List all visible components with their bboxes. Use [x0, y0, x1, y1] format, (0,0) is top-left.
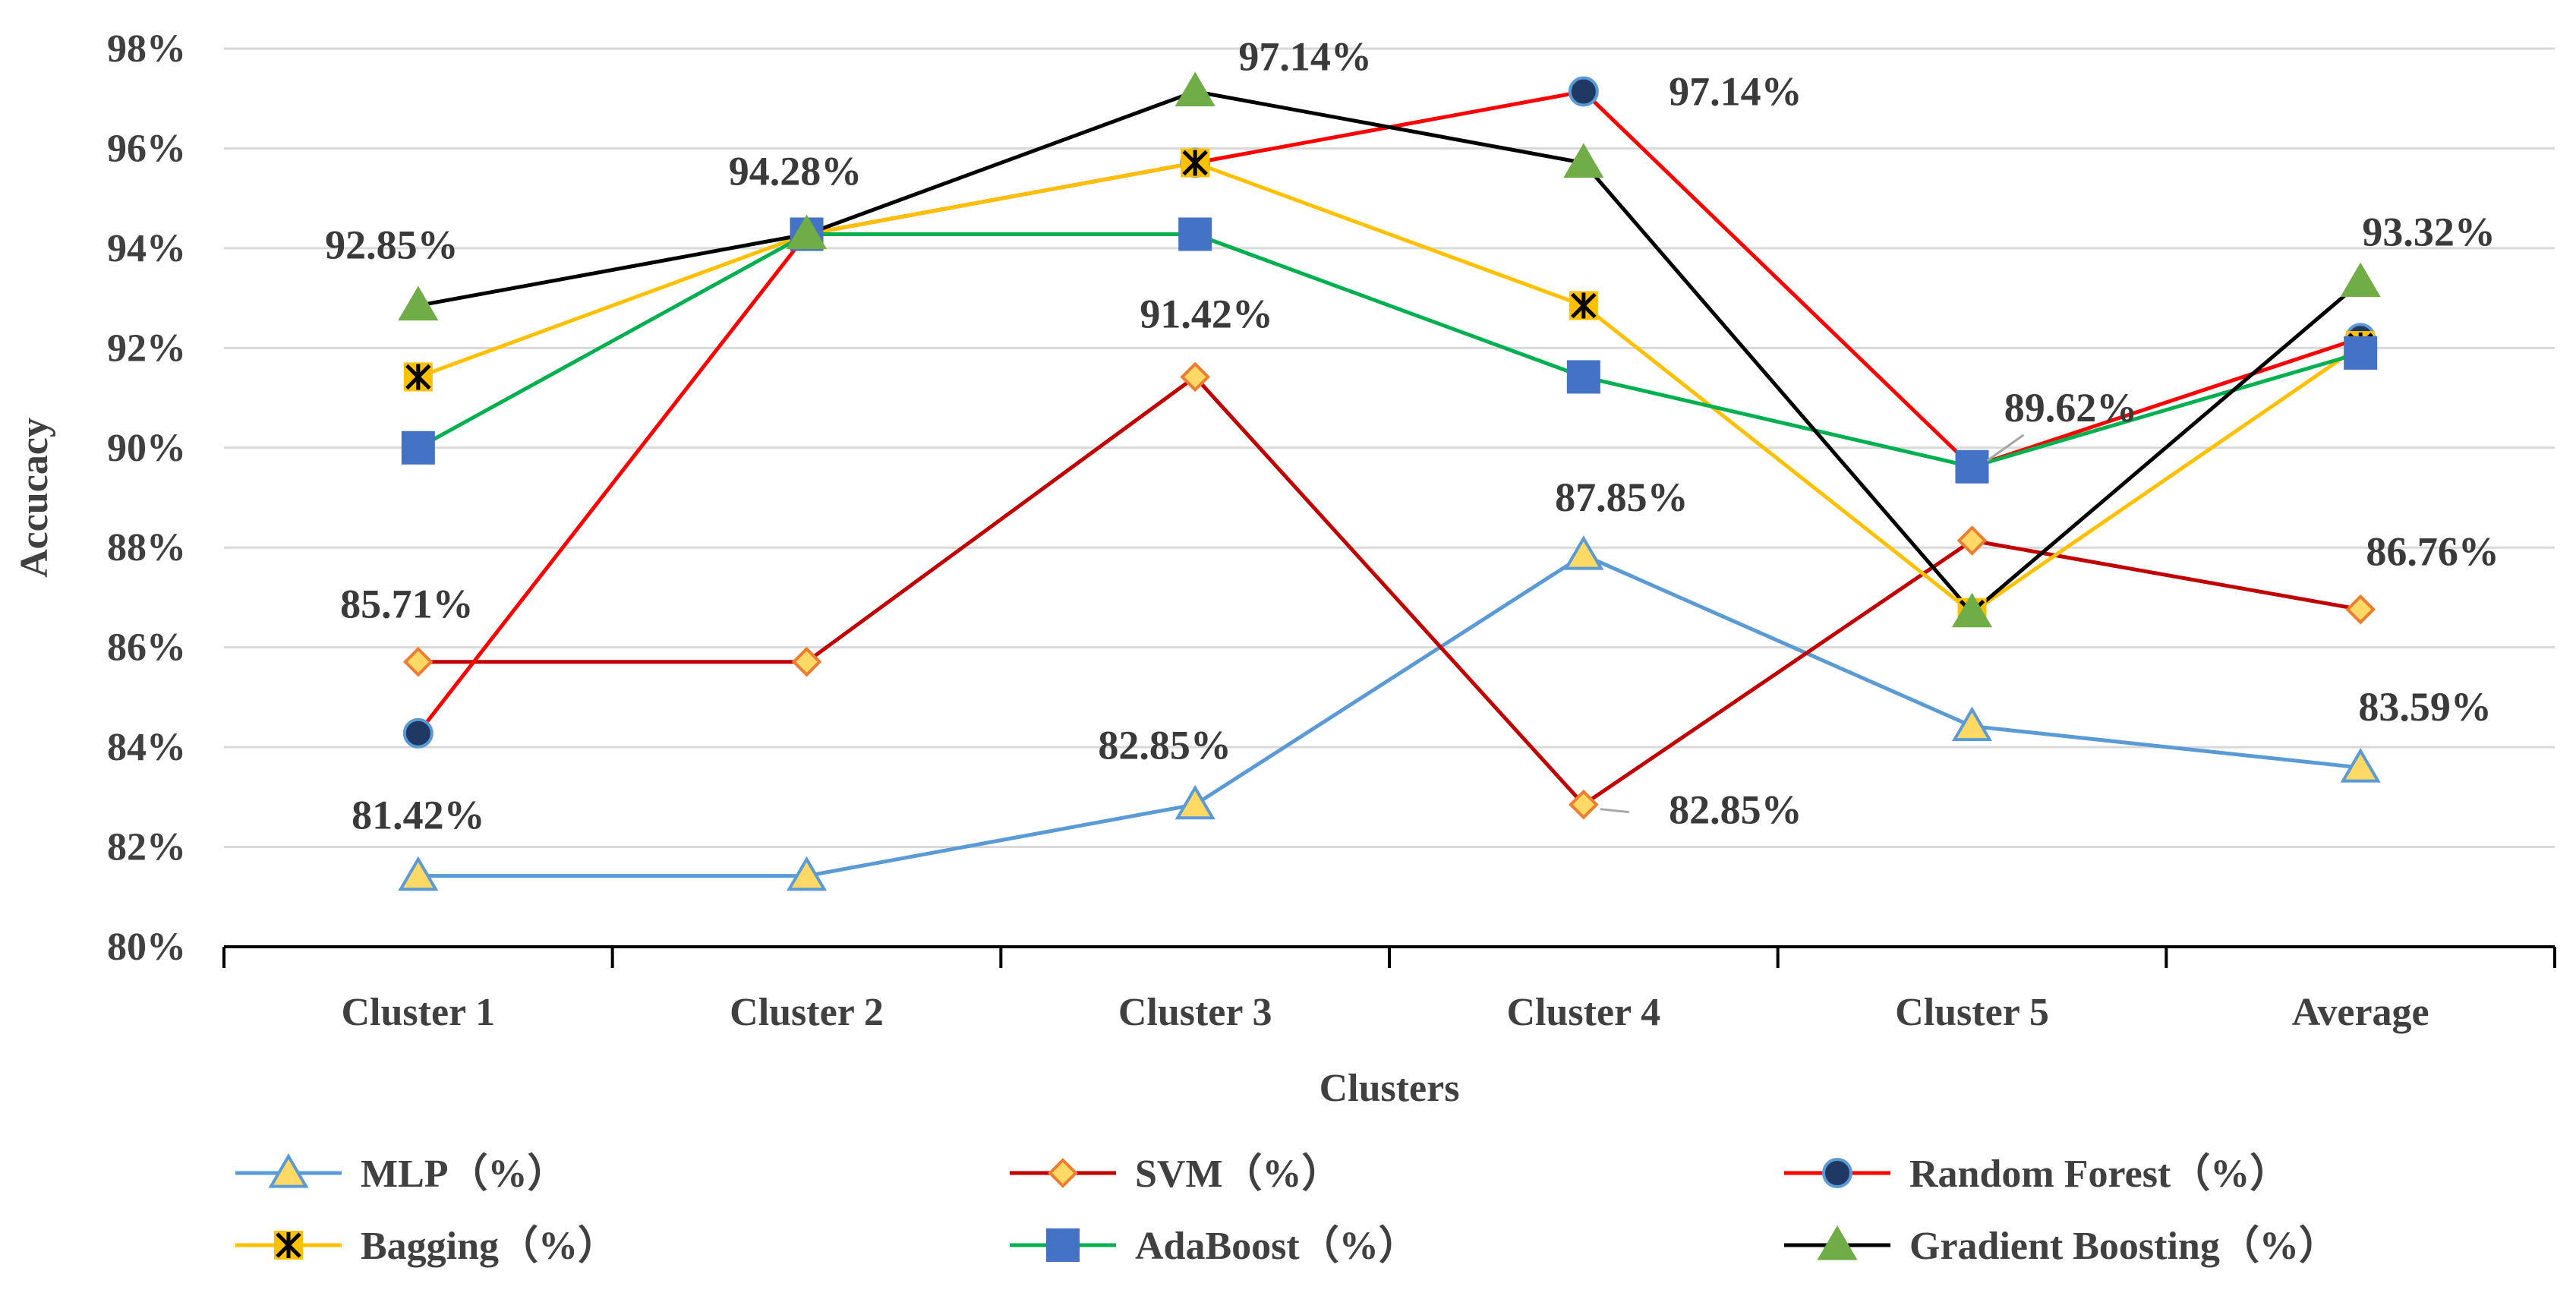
- series-line-3: [417, 161, 2362, 615]
- leader-line: [1986, 434, 2025, 462]
- data-point-0-1: [786, 856, 828, 891]
- data-point-1-5: [2345, 594, 2376, 625]
- data-point-4-2: [1178, 217, 1212, 251]
- x-tick-label: Cluster 1: [341, 991, 495, 1034]
- x-tick-label: Cluster 5: [1895, 991, 2049, 1034]
- data-label: 97.14%: [1669, 69, 1802, 115]
- legend-marker: [274, 1231, 303, 1260]
- legend-item: MLP（%）: [235, 1152, 567, 1196]
- legend-label: MLP（%）: [361, 1152, 567, 1196]
- data-point-0-4: [1951, 706, 1993, 742]
- legend-item: Random Forest（%）: [1784, 1152, 2289, 1196]
- data-point-5-2: [1174, 71, 1215, 107]
- data-label: 82.85%: [1669, 787, 1802, 833]
- legend-label: SVM（%）: [1135, 1152, 1342, 1196]
- gridlines: [224, 47, 2555, 849]
- data-label: 91.42%: [1140, 291, 1273, 336]
- legend-marker: [1822, 1158, 1852, 1188]
- data-point-1-1: [791, 646, 822, 677]
- data-point-1-3: [1569, 789, 1599, 820]
- data-point-5-1: [786, 214, 828, 250]
- data-label: 87.85%: [1555, 475, 1688, 520]
- y-tick-label: 82%: [107, 826, 186, 869]
- data-point-5-0: [398, 285, 439, 321]
- series-line-5: [418, 90, 2362, 615]
- data-labels: 81.42% 85.71% 92.85% 94.28% 82.85% 91.42% 97.1…: [325, 34, 2499, 838]
- data-label: 86.76%: [2366, 529, 2499, 575]
- legend-label: Bagging（%）: [361, 1224, 617, 1268]
- y-tick-label: 92%: [107, 326, 186, 370]
- data-point-1-0: [403, 646, 434, 677]
- data-label: 81.42%: [352, 793, 485, 838]
- y-tick-label: 86%: [107, 626, 186, 670]
- data-point-4-3: [1566, 360, 1600, 394]
- data-point-4-5: [2344, 336, 2378, 370]
- data-label: 92.85%: [325, 222, 459, 267]
- y-tick-label: 80%: [107, 926, 186, 969]
- y-axis-title: Accucacy: [13, 418, 56, 578]
- data-label: 97.14%: [1238, 34, 1372, 80]
- x-tick-label: Cluster 2: [730, 991, 884, 1034]
- data-point-4-4: [1955, 449, 1989, 484]
- series-line-0: [418, 553, 2361, 878]
- x-tick-label: Average: [2292, 991, 2429, 1034]
- series-lines: [398, 71, 2381, 891]
- data-point-0-0: [398, 856, 439, 891]
- legend-label: Gradient Boosting（%）: [1909, 1224, 2338, 1268]
- legend-label: Random Forest（%）: [1909, 1152, 2289, 1196]
- data-label: 89.62%: [2004, 385, 2138, 430]
- legend-marker: [1817, 1225, 1858, 1260]
- legend-item: Bagging（%）: [235, 1224, 617, 1268]
- data-point-0-5: [2340, 748, 2381, 783]
- y-tick-label: 88%: [107, 526, 186, 569]
- leader-line: [1600, 808, 1629, 814]
- y-tick-label: 96%: [107, 127, 186, 170]
- data-label: 94.28%: [729, 148, 862, 194]
- data-point-5-4: [1951, 592, 1993, 628]
- series-line-1: [418, 374, 2361, 807]
- y-tick-label: 84%: [107, 726, 186, 769]
- data-point-2-0: [402, 717, 434, 749]
- y-tick-label: 94%: [107, 227, 186, 270]
- series-line-4: [417, 232, 2361, 469]
- data-point-3-0: [403, 362, 433, 392]
- data-label: 82.85%: [1098, 723, 1231, 768]
- legend-item: Gradient Boosting（%）: [1784, 1224, 2338, 1268]
- data-point-5-5: [2340, 262, 2381, 298]
- data-label: 93.32%: [2362, 210, 2496, 255]
- data-point-1-4: [1956, 525, 1988, 556]
- data-point-5-3: [1563, 143, 1604, 178]
- y-tick-label: 98%: [107, 27, 186, 71]
- data-point-0-3: [1563, 535, 1604, 570]
- data-point-1-2: [1180, 361, 1210, 393]
- data-label: 83.59%: [2358, 684, 2492, 730]
- x-tick-label: Cluster 3: [1118, 991, 1272, 1034]
- y-tick-label: 90%: [107, 427, 186, 470]
- data-point-3-3: [1569, 291, 1598, 320]
- data-label: 85.71%: [340, 582, 474, 627]
- axes: 80% 82% 84% 86% 88% 90% 92% 94% 96% 98% Cluster 1 C…: [13, 27, 2556, 1110]
- legend-marker: [1048, 1158, 1078, 1188]
- data-point-0-2: [1174, 784, 1215, 820]
- legend-item: SVM（%）: [1010, 1152, 1342, 1196]
- legend-marker: [1046, 1228, 1080, 1262]
- data-point-4-0: [401, 430, 435, 465]
- x-axis-title: Clusters: [1320, 1067, 1460, 1110]
- data-point-2-3: [1568, 76, 1599, 107]
- data-point-3-2: [1181, 148, 1210, 178]
- legend-item: AdaBoost（%）: [1010, 1224, 1418, 1268]
- legend-marker: [268, 1153, 309, 1188]
- legend-label: AdaBoost（%）: [1135, 1224, 1418, 1268]
- x-tick-label: Cluster 4: [1506, 991, 1660, 1034]
- legend: MLP（%） SVM（%） Random Forest（%） Bagging（%） Ad…: [235, 1152, 2338, 1268]
